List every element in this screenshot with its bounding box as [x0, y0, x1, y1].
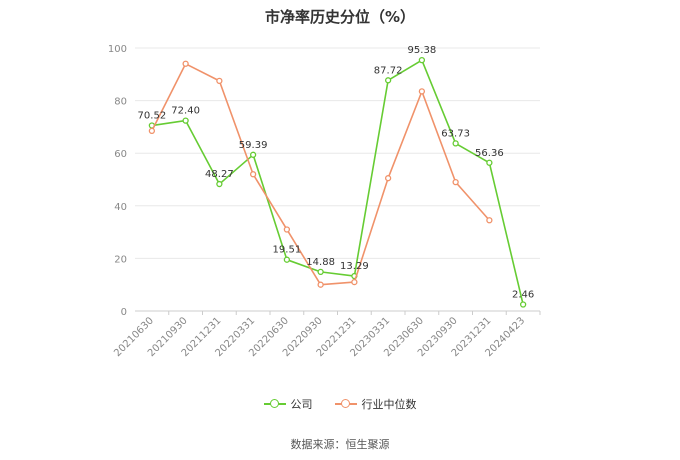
- axes: 0204060801002021063020210930202112312022…: [108, 44, 541, 359]
- series-0-point-4: [283, 256, 291, 263]
- data-label-4: 19.51: [273, 245, 302, 256]
- series-0-point-1: [182, 117, 189, 124]
- data-label-11: 2.46: [512, 290, 534, 301]
- y-tick-label-0: 0: [121, 307, 127, 318]
- series-1-point-10: [486, 217, 493, 224]
- series-0-point-2: [216, 180, 223, 188]
- y-tick-label-40: 40: [114, 202, 127, 213]
- legend-item-industry-median[interactable]: 行业中位数: [334, 396, 417, 412]
- data-label-9: 63.73: [441, 128, 470, 139]
- series-1-point-5: [317, 281, 324, 288]
- data-label-7: 87.72: [374, 65, 403, 76]
- series-0-point-9: [452, 140, 459, 147]
- series-lines: [148, 57, 527, 308]
- series-1-point-1: [182, 60, 189, 67]
- series-0-point-10: [486, 159, 493, 166]
- data-label-1: 72.40: [171, 106, 200, 117]
- series-0-point-8: [418, 57, 426, 64]
- data-label-3: 59.39: [239, 140, 268, 151]
- legend-swatch-company: [263, 399, 286, 409]
- data-source-note: 数据来源：恒生聚源: [290, 438, 390, 451]
- data-label-0: 70.52: [138, 111, 167, 122]
- chart-title: 市净率历史分位（%）: [264, 8, 416, 26]
- series-1-point-7: [384, 175, 392, 182]
- series-line-1: [151, 62, 490, 286]
- series-0-point-3: [249, 151, 257, 158]
- y-tick-label-80: 80: [114, 97, 127, 108]
- series-1-point-0: [148, 127, 156, 134]
- series-1-point-3: [249, 171, 257, 178]
- data-label-10: 56.36: [475, 148, 504, 159]
- series-1-point-2: [216, 77, 223, 85]
- series-line-0: [151, 59, 524, 305]
- series-0-point-11: [519, 301, 527, 308]
- data-label-6: 13.29: [340, 261, 369, 272]
- y-tick-label-20: 20: [114, 254, 127, 265]
- legend-swatch-industry-median: [334, 399, 357, 409]
- series-1-point-6: [351, 278, 358, 286]
- legend-label-industry-median: 行业中位数: [361, 398, 417, 411]
- series-0-point-7: [384, 77, 392, 84]
- data-label-8: 95.38: [408, 45, 437, 56]
- legend-item-company[interactable]: 公司: [263, 396, 313, 412]
- series-1-point-9: [452, 178, 459, 186]
- data-label-5: 14.88: [306, 257, 335, 268]
- series-0-point-5: [317, 268, 324, 276]
- series-1-point-4: [283, 226, 291, 233]
- legend: 公司 行业中位数: [0, 396, 680, 412]
- data-label-2: 48.27: [205, 169, 234, 180]
- y-tick-label-100: 100: [108, 44, 127, 55]
- y-tick-label-60: 60: [114, 149, 127, 160]
- grid-lines: [135, 47, 540, 312]
- data-labels: 70.52 72.40 48.27 59.39 19.51 14.88 13.29 87.72…: [138, 45, 535, 300]
- legend-label-company: 公司: [290, 398, 313, 411]
- series-1-point-8: [418, 88, 426, 95]
